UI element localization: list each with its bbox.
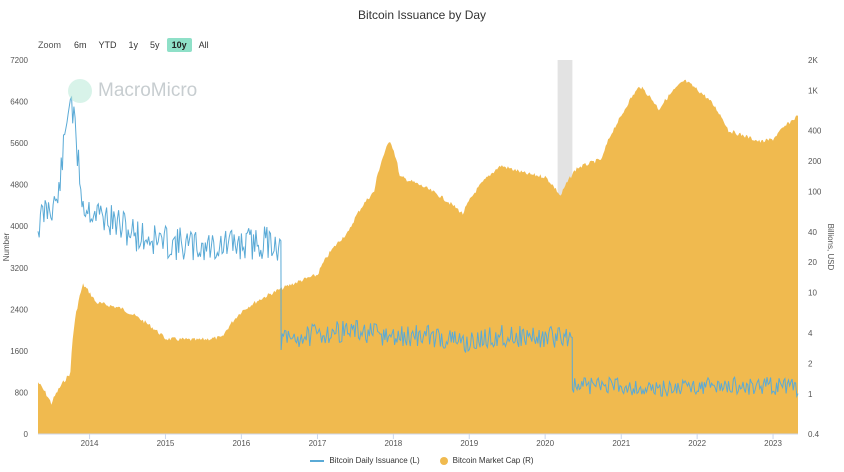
y-left-tick-label: 4800 <box>10 181 28 190</box>
y-right-tick-label: 0.4 <box>808 430 820 439</box>
series-marketcap-area <box>38 79 798 435</box>
y-right-tick-label: 100 <box>808 188 822 197</box>
legend-item-issuance[interactable]: Bitcoin Daily Issuance (L) <box>310 456 420 465</box>
x-tick-label: 2018 <box>384 439 402 448</box>
y-right-tick-label: 2 <box>808 359 813 368</box>
y-right-tick-label: 400 <box>808 127 822 136</box>
y-left-tick-label: 3200 <box>10 264 28 273</box>
y-left-tick-label: 2400 <box>10 305 28 314</box>
y-left-axis-title: Number <box>2 232 11 261</box>
x-tick-label: 2021 <box>612 439 630 448</box>
watermark: MacroMicro <box>68 79 197 103</box>
x-tick-label: 2014 <box>81 439 99 448</box>
zoom-controls: Zoom 6m YTD 1y 5y 10y All <box>38 38 214 52</box>
y-right-tick-label: 4 <box>808 329 813 338</box>
x-tick-label: 2017 <box>309 439 327 448</box>
zoom-all-button[interactable]: All <box>198 40 209 50</box>
y-right-tick-label: 200 <box>808 157 822 166</box>
macromicro-logo-icon <box>68 79 92 103</box>
y-left-tick-label: 4000 <box>10 222 28 231</box>
legend-label-issuance: Bitcoin Daily Issuance (L) <box>329 456 420 465</box>
x-tick-label: 2022 <box>688 439 706 448</box>
watermark-text: MacroMicro <box>98 80 198 101</box>
line-swatch-icon <box>310 459 325 462</box>
y-left-tick-label: 6400 <box>10 98 28 107</box>
legend: Bitcoin Daily Issuance (L) Bitcoin Marke… <box>0 456 844 465</box>
x-tick-label: 2019 <box>460 439 478 448</box>
y-right-tick-label: 20 <box>808 258 817 267</box>
y-right-tick-label: 1 <box>808 390 813 399</box>
y-right-tick-label: 40 <box>808 228 817 237</box>
y-right-tick-label: 1K <box>808 86 818 95</box>
y-left-tick-label: 7200 <box>10 56 28 65</box>
zoom-5y-button[interactable]: 5y <box>150 40 160 50</box>
y-left-tick-label: 800 <box>15 388 29 397</box>
y-left-tick-label: 0 <box>24 430 29 439</box>
x-tick-label: 2016 <box>232 439 250 448</box>
zoom-ytd-button[interactable]: YTD <box>98 40 117 50</box>
series-issuance-line <box>37 95 799 399</box>
dot-swatch-icon <box>439 456 448 465</box>
zoom-label: Zoom <box>38 40 62 50</box>
x-tick-label: 2023 <box>764 439 782 448</box>
zoom-6m-button[interactable]: 6m <box>74 40 87 50</box>
y-right-tick-label: 10 <box>808 289 817 298</box>
y-right-tick-label: 2K <box>808 56 818 65</box>
zoom-10y-button[interactable]: 10y <box>166 38 192 52</box>
zoom-1y-button[interactable]: 1y <box>128 40 139 50</box>
y-left-tick-label: 1600 <box>10 347 28 356</box>
x-tick-label: 2015 <box>157 439 175 448</box>
x-tick-label: 2020 <box>536 439 554 448</box>
legend-label-marketcap: Bitcoin Market Cap (R) <box>452 456 534 465</box>
chart-title: Bitcoin Issuance by Day <box>357 8 487 22</box>
y-left-tick-label: 5600 <box>10 139 28 148</box>
y-right-axis-title: Billions, USD <box>826 224 835 271</box>
legend-item-marketcap[interactable]: Bitcoin Market Cap (R) <box>439 456 534 465</box>
